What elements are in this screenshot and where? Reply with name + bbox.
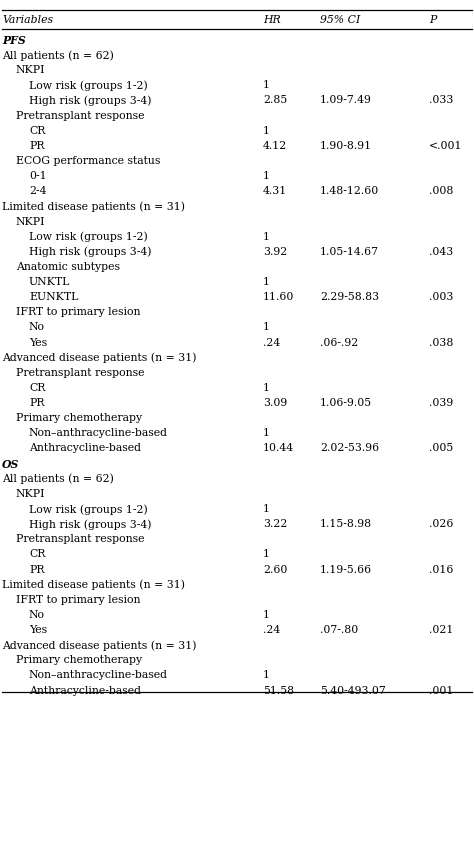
Text: 4.12: 4.12 <box>263 141 287 151</box>
Text: .24: .24 <box>263 625 280 635</box>
Text: ECOG performance status: ECOG performance status <box>16 156 160 166</box>
Text: All patients (n = 62): All patients (n = 62) <box>2 50 114 60</box>
Text: CR: CR <box>29 126 46 136</box>
Text: PR: PR <box>29 141 45 151</box>
Text: <.001: <.001 <box>429 141 463 151</box>
Text: Anthracycline-based: Anthracycline-based <box>29 686 141 695</box>
Text: .026: .026 <box>429 519 453 530</box>
Text: 1.05-14.67: 1.05-14.67 <box>320 246 379 257</box>
Text: .001: .001 <box>429 686 453 695</box>
Text: CR: CR <box>29 383 46 393</box>
Text: 10.44: 10.44 <box>263 444 294 454</box>
Text: 1.19-5.66: 1.19-5.66 <box>320 564 372 575</box>
Text: 3.92: 3.92 <box>263 246 287 257</box>
Text: Limited disease patients (n = 31): Limited disease patients (n = 31) <box>2 201 185 212</box>
Text: High risk (groups 3-4): High risk (groups 3-4) <box>29 519 151 530</box>
Text: Pretransplant response: Pretransplant response <box>16 110 144 121</box>
Text: Low risk (groups 1-2): Low risk (groups 1-2) <box>29 504 148 514</box>
Text: Pretransplant response: Pretransplant response <box>16 368 144 378</box>
Text: P: P <box>429 15 437 26</box>
Text: 1: 1 <box>263 232 270 241</box>
Text: No: No <box>29 322 45 332</box>
Text: Limited disease patients (n = 31): Limited disease patients (n = 31) <box>2 580 185 590</box>
Text: Pretransplant response: Pretransplant response <box>16 535 144 544</box>
Text: 1.48-12.60: 1.48-12.60 <box>320 186 379 196</box>
Text: Non–anthracycline-based: Non–anthracycline-based <box>29 428 168 439</box>
Text: 2.29-58.83: 2.29-58.83 <box>320 292 379 303</box>
Text: .033: .033 <box>429 95 453 105</box>
Text: Advanced disease patients (n = 31): Advanced disease patients (n = 31) <box>2 640 197 651</box>
Text: EUNKTL: EUNKTL <box>29 292 78 303</box>
Text: IFRT to primary lesion: IFRT to primary lesion <box>16 595 140 605</box>
Text: 2.85: 2.85 <box>263 95 287 105</box>
Text: NKPI: NKPI <box>16 65 45 76</box>
Text: Variables: Variables <box>2 15 54 26</box>
Text: 1: 1 <box>263 671 270 681</box>
Text: .008: .008 <box>429 186 453 196</box>
Text: PR: PR <box>29 398 45 408</box>
Text: 3.09: 3.09 <box>263 398 287 408</box>
Text: Yes: Yes <box>29 337 47 348</box>
Text: .07-.80: .07-.80 <box>320 625 358 635</box>
Text: CR: CR <box>29 549 46 559</box>
Text: 1: 1 <box>263 322 270 332</box>
Text: 1: 1 <box>263 383 270 393</box>
Text: .021: .021 <box>429 625 453 635</box>
Text: 51.58: 51.58 <box>263 686 294 695</box>
Text: .003: .003 <box>429 292 453 303</box>
Text: Primary chemotherapy: Primary chemotherapy <box>16 655 142 666</box>
Text: Anthracycline-based: Anthracycline-based <box>29 444 141 454</box>
Text: High risk (groups 3-4): High risk (groups 3-4) <box>29 246 151 258</box>
Text: Low risk (groups 1-2): Low risk (groups 1-2) <box>29 232 148 242</box>
Text: .039: .039 <box>429 398 453 408</box>
Text: 1: 1 <box>263 549 270 559</box>
Text: Advanced disease patients (n = 31): Advanced disease patients (n = 31) <box>2 353 197 363</box>
Text: 1: 1 <box>263 610 270 620</box>
Text: Primary chemotherapy: Primary chemotherapy <box>16 413 142 423</box>
Text: Non–anthracycline-based: Non–anthracycline-based <box>29 671 168 681</box>
Text: 4.31: 4.31 <box>263 186 287 196</box>
Text: 1: 1 <box>263 277 270 287</box>
Text: 5.40-493.07: 5.40-493.07 <box>320 686 386 695</box>
Text: 1: 1 <box>263 81 270 90</box>
Text: All patients (n = 62): All patients (n = 62) <box>2 473 114 484</box>
Text: 95% CI: 95% CI <box>320 15 360 26</box>
Text: No: No <box>29 610 45 620</box>
Text: Low risk (groups 1-2): Low risk (groups 1-2) <box>29 81 148 91</box>
Text: IFRT to primary lesion: IFRT to primary lesion <box>16 308 140 317</box>
Text: 2.02-53.96: 2.02-53.96 <box>320 444 379 454</box>
Text: PFS: PFS <box>2 35 26 46</box>
Text: HR: HR <box>263 15 281 26</box>
Text: NKPI: NKPI <box>16 489 45 499</box>
Text: 1.06-9.05: 1.06-9.05 <box>320 398 372 408</box>
Text: 1.09-7.49: 1.09-7.49 <box>320 95 372 105</box>
Text: 1: 1 <box>263 428 270 439</box>
Text: 1: 1 <box>263 504 270 514</box>
Text: 1: 1 <box>263 126 270 136</box>
Text: Yes: Yes <box>29 625 47 635</box>
Text: Anatomic subtypes: Anatomic subtypes <box>16 262 119 272</box>
Text: NKPI: NKPI <box>16 217 45 227</box>
Text: 1.15-8.98: 1.15-8.98 <box>320 519 372 530</box>
Text: .038: .038 <box>429 337 453 348</box>
Text: 2.60: 2.60 <box>263 564 287 575</box>
Text: .043: .043 <box>429 246 453 257</box>
Text: 1.90-8.91: 1.90-8.91 <box>320 141 372 151</box>
Text: .24: .24 <box>263 337 280 348</box>
Text: .005: .005 <box>429 444 453 454</box>
Text: .016: .016 <box>429 564 453 575</box>
Text: 11.60: 11.60 <box>263 292 294 303</box>
Text: High risk (groups 3-4): High risk (groups 3-4) <box>29 95 151 106</box>
Text: UNKTL: UNKTL <box>29 277 70 287</box>
Text: 3.22: 3.22 <box>263 519 287 530</box>
Text: 1: 1 <box>263 171 270 181</box>
Text: .06-.92: .06-.92 <box>320 337 358 348</box>
Text: 2-4: 2-4 <box>29 186 46 196</box>
Text: 0-1: 0-1 <box>29 171 46 181</box>
Text: PR: PR <box>29 564 45 575</box>
Text: OS: OS <box>2 459 20 469</box>
